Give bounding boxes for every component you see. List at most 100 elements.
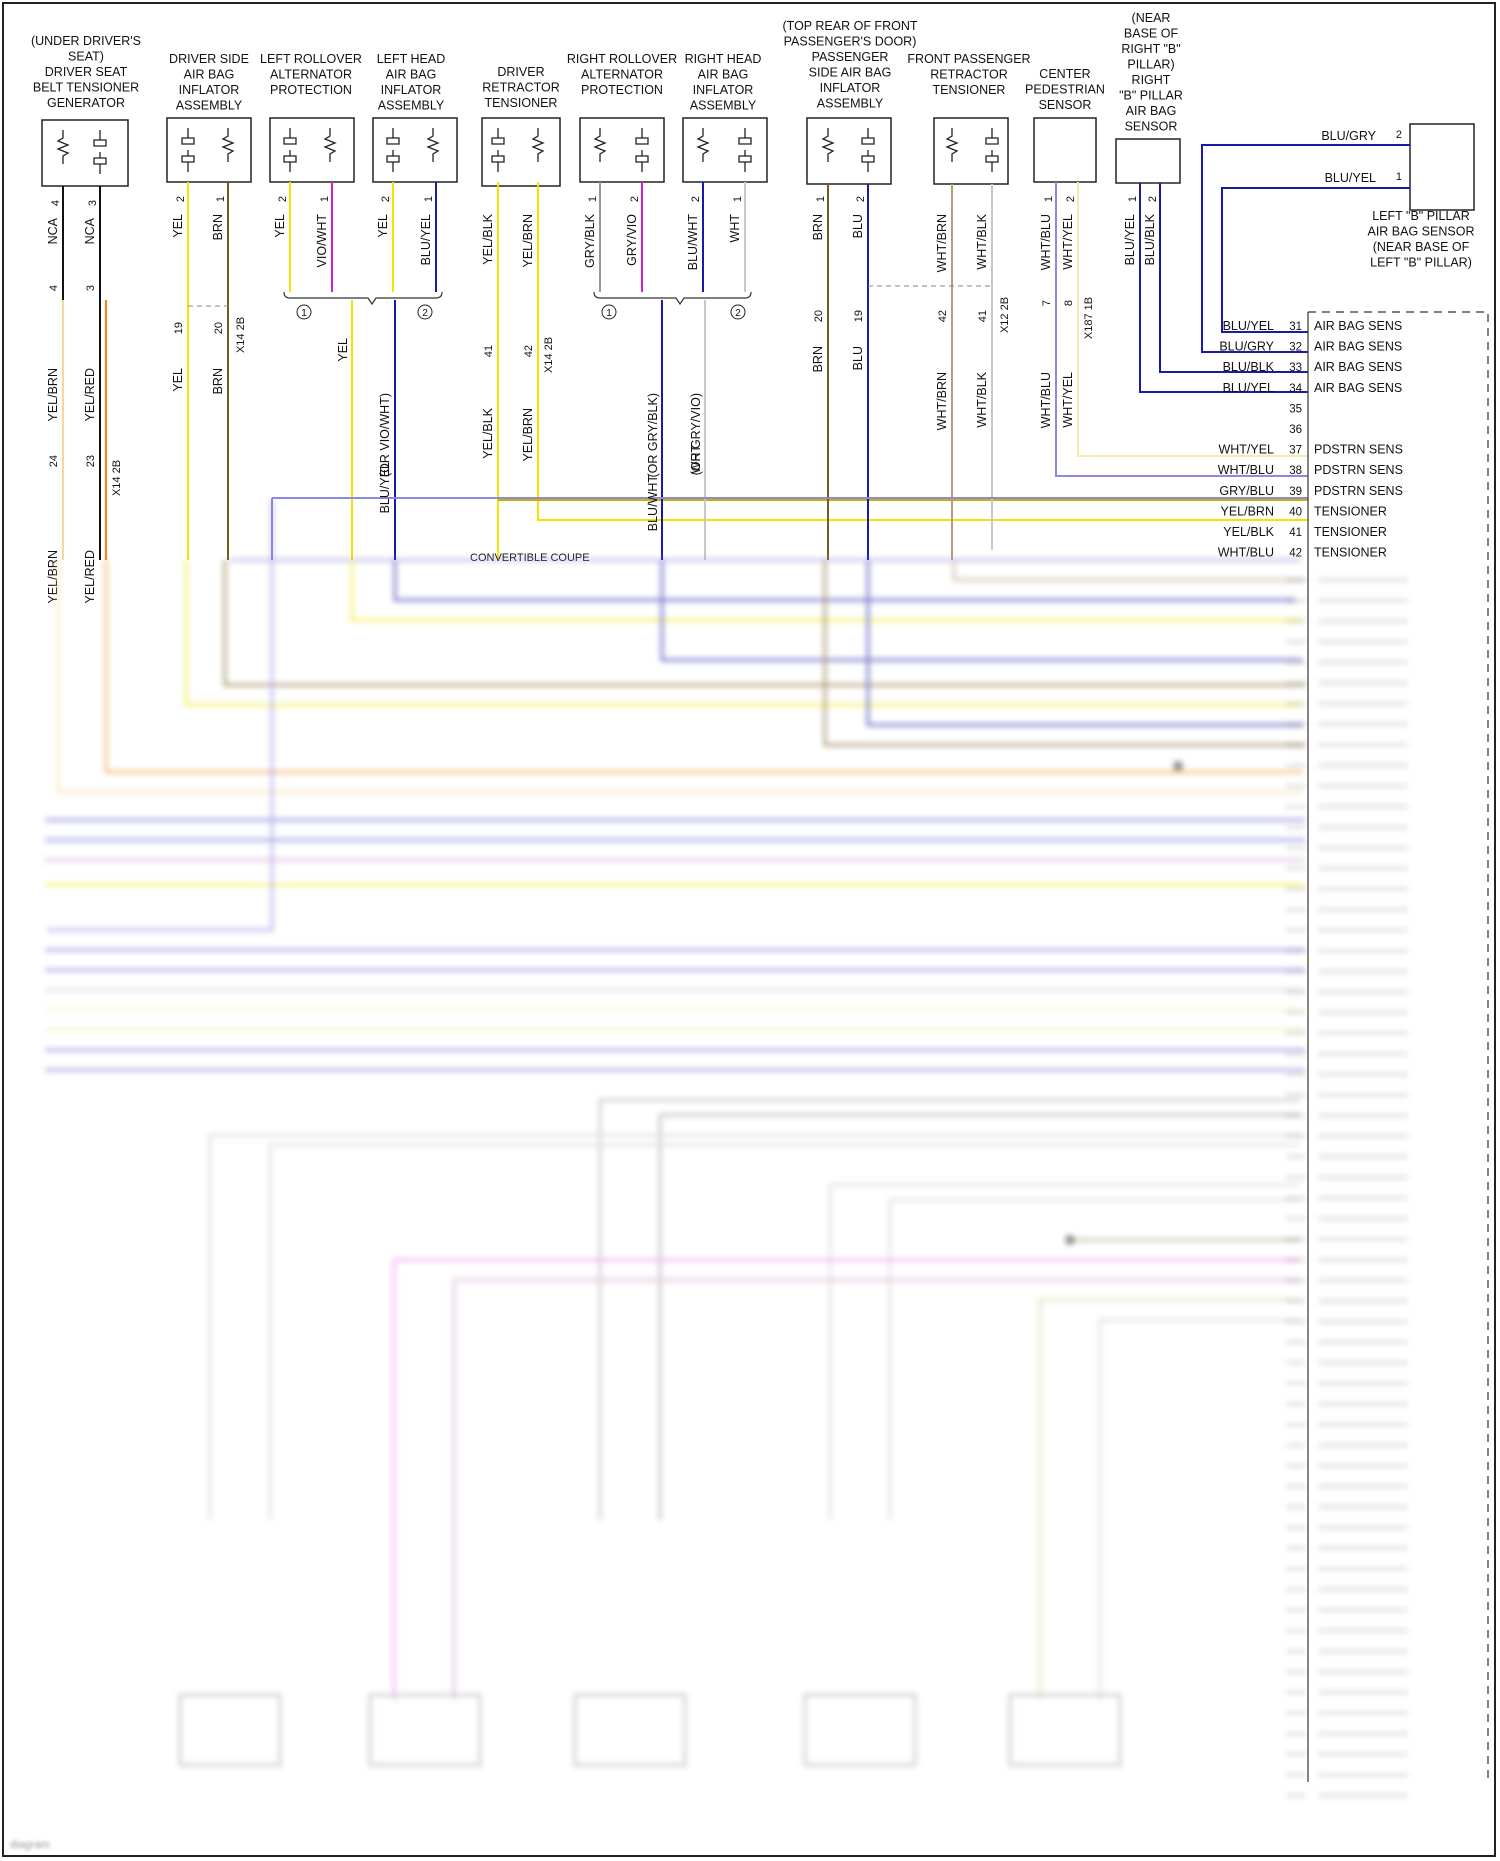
wire-color-label: (OR VIO/WHT) — [378, 393, 392, 477]
component-label-c11: (NEAR — [1132, 11, 1171, 25]
connector-pin: 24 — [48, 455, 60, 467]
module-pin-number: 42 — [1289, 548, 1302, 560]
component-label-c8: PASSENGER'S DOOR) — [784, 35, 917, 49]
pin-number: 3 — [87, 200, 99, 206]
circle-marker — [730, 304, 746, 320]
connector-pin: 41 — [977, 310, 989, 322]
module-pin-number: 40 — [1289, 506, 1302, 518]
connector-pin: 4 — [48, 285, 60, 291]
pin-number: 2 — [1396, 129, 1402, 141]
module-pin-number: 35 — [1289, 403, 1302, 415]
wire — [1221, 187, 1410, 333]
module-wire-label: BLU/YEL — [1223, 319, 1274, 333]
module-wire-label: GRY/BLU — [1219, 484, 1274, 498]
wire-color-label: WHT/YEL — [1061, 372, 1075, 428]
component-label-c1: GENERATOR — [47, 96, 125, 110]
component-label-c11: RIGHT — [1132, 73, 1171, 87]
component-label-c9: FRONT PASSENGER — [907, 52, 1030, 66]
circle-marker — [601, 304, 617, 320]
wire-color-label: YEL — [171, 214, 185, 238]
module-pin-function: TENSIONER — [1314, 546, 1387, 560]
connector-pin: 42 — [937, 310, 949, 322]
pin-number: 1 — [815, 196, 827, 202]
wire-color-label: BLU/WHT — [646, 475, 660, 532]
component-label-c11: PILLAR) — [1127, 58, 1174, 72]
wire — [1159, 183, 1308, 373]
wire-color-label: BLU/YEL — [1325, 171, 1376, 185]
component-label-c7: RIGHT HEAD — [685, 52, 762, 66]
pin-number: 1 — [587, 196, 599, 202]
component-label-c8: PASSENGER — [812, 50, 889, 64]
pin-number: 1 — [423, 196, 435, 202]
component-label-c9: TENSIONER — [933, 83, 1006, 97]
wire-color-label: BRN — [811, 346, 825, 372]
wire — [537, 182, 1308, 521]
wire-color-label: WHT — [728, 214, 742, 243]
wire-color-label: YEL — [171, 368, 185, 392]
pin-number: 2 — [277, 196, 289, 202]
module-pin-function: PDSTRN SENS — [1314, 463, 1403, 477]
wire-color-label: WHT/YEL — [1061, 214, 1075, 270]
pin-number: 1 — [1396, 171, 1402, 183]
connector-pin: 20 — [813, 310, 825, 322]
component-label-c3: LEFT ROLLOVER — [260, 52, 362, 66]
wire-color-label: YEL — [273, 214, 287, 238]
wire-color-label: BLU/YEL — [1123, 214, 1137, 265]
connector-pin: 41 — [483, 345, 495, 357]
connector-id: X14 2B — [235, 317, 247, 353]
wire-color-label: YEL/BLK — [481, 213, 495, 264]
component-label-c7: INFLATOR — [693, 83, 754, 97]
connector-id: X14 2B — [543, 337, 555, 373]
wire-color-label: YEL/RED — [83, 368, 97, 422]
module-pin-number: 36 — [1289, 424, 1302, 436]
pin-number: 1 — [1127, 196, 1139, 202]
wire-color-label: BRN — [211, 368, 225, 394]
pin-number: 1 — [1043, 196, 1055, 202]
component-label-c8: (TOP REAR OF FRONT — [783, 19, 918, 33]
component-label-c11: AIR BAG — [1126, 104, 1177, 118]
module-connector — [1307, 311, 1489, 1782]
component-label-c2: INFLATOR — [179, 83, 240, 97]
wire-color-label: BLU/WHT — [686, 214, 700, 271]
component-label-c5: RETRACTOR — [482, 81, 560, 95]
component-label-c11: BASE OF — [1124, 27, 1179, 41]
connector-id: X187 1B — [1083, 297, 1095, 339]
wire-color-label: BLU/BLK — [1143, 213, 1157, 265]
component-label-c8: INFLATOR — [820, 81, 881, 95]
component-label-c10: SENSOR — [1039, 98, 1092, 112]
component-label-c4: AIR BAG — [386, 68, 437, 82]
module-pin-number: 32 — [1289, 342, 1302, 354]
component-label-c12: (NEAR BASE OF — [1373, 240, 1470, 254]
circle-marker — [296, 304, 312, 320]
wire-color-label: WHT/BLU — [1039, 214, 1053, 270]
wire-color-label: GRY/BLK — [583, 213, 597, 268]
component-label-c2: DRIVER SIDE — [169, 52, 249, 66]
module-pin-function: AIR BAG SENS — [1314, 381, 1402, 395]
pin-number: 2 — [629, 196, 641, 202]
wire-color-label: BLU — [851, 346, 865, 370]
module-wire-label: WHT/BLU — [1218, 463, 1274, 477]
component-labels: (UNDER DRIVER'S SEAT)DRIVER SEAT BELT TENS… — [31, 11, 1475, 270]
connector-id: X14 2B — [111, 460, 123, 496]
wire-color-label: WHT — [689, 445, 703, 474]
wire-color-label: BLU — [851, 214, 865, 238]
module-pin-function: AIR BAG SENS — [1314, 319, 1402, 333]
wire-color-label: WHT/BRN — [935, 372, 949, 430]
wire-color-label: VIO/WHT — [315, 214, 329, 268]
wire-color-label: WHT/BLK — [975, 213, 989, 269]
component-label-c4: INFLATOR — [381, 83, 442, 97]
wire — [1055, 182, 1308, 477]
connector-pin: 23 — [85, 455, 97, 467]
wire-color-label: BRN — [811, 214, 825, 240]
module-pin-function: TENSIONER — [1314, 525, 1387, 539]
component-label-c3: PROTECTION — [270, 83, 352, 97]
wire-color-label: (OR GRY/VIO) — [689, 393, 703, 475]
wire — [1201, 144, 1410, 353]
wire-color-label: YEL/RED — [83, 550, 97, 604]
wire-color-label: YEL/BRN — [521, 214, 535, 268]
module-wire-label: YEL/BRN — [1221, 504, 1275, 518]
wire-color-label: NCA — [83, 217, 97, 244]
module-wire-label: BLU/BLK — [1223, 360, 1275, 374]
component-label-c12: LEFT "B" PILLAR) — [1370, 256, 1472, 270]
component-label-c11: SENSOR — [1125, 120, 1178, 134]
